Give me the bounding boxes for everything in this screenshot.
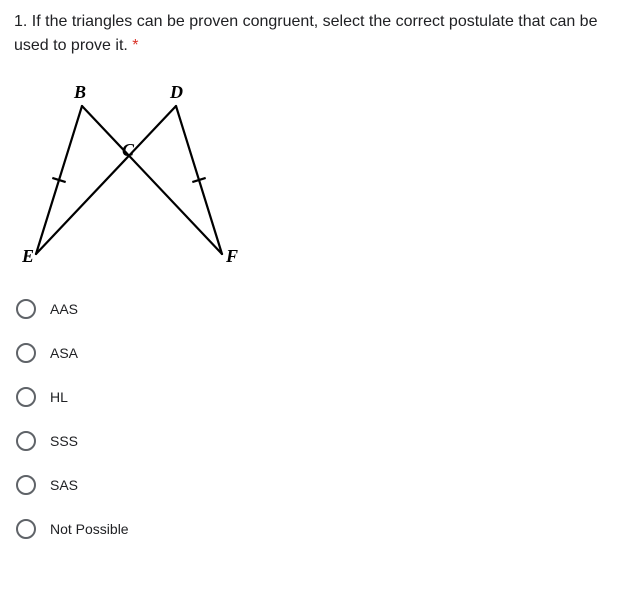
radio-icon[interactable]: [16, 387, 36, 407]
option-hl[interactable]: HL: [16, 387, 626, 407]
option-sss[interactable]: SSS: [16, 431, 626, 451]
vertex-label-B: B: [73, 82, 86, 102]
option-label: ASA: [50, 345, 78, 361]
option-label: AAS: [50, 301, 78, 317]
question-text: 1. If the triangles can be proven congru…: [14, 10, 626, 58]
radio-icon[interactable]: [16, 519, 36, 539]
option-label: Not Possible: [50, 521, 129, 537]
option-aas[interactable]: AAS: [16, 299, 626, 319]
vertex-label-F: F: [225, 246, 238, 266]
radio-icon[interactable]: [16, 475, 36, 495]
vertex-label-D: D: [169, 82, 183, 102]
vertex-label-E: E: [22, 246, 34, 266]
question-number: 1.: [14, 13, 32, 30]
figure-svg: B D C E F: [22, 76, 242, 266]
option-label: SSS: [50, 433, 78, 449]
radio-icon[interactable]: [16, 431, 36, 451]
question-body: If the triangles can be proven congruent…: [14, 13, 597, 54]
triangle-figure: B D C E F: [22, 76, 626, 271]
option-label: SAS: [50, 477, 78, 493]
option-asa[interactable]: ASA: [16, 343, 626, 363]
required-mark: *: [132, 37, 138, 54]
radio-icon[interactable]: [16, 343, 36, 363]
option-sas[interactable]: SAS: [16, 475, 626, 495]
options-list: AAS ASA HL SSS SAS Not Possible: [16, 299, 626, 539]
radio-icon[interactable]: [16, 299, 36, 319]
option-label: HL: [50, 389, 68, 405]
option-not-possible[interactable]: Not Possible: [16, 519, 626, 539]
vertex-label-C: C: [122, 140, 135, 160]
